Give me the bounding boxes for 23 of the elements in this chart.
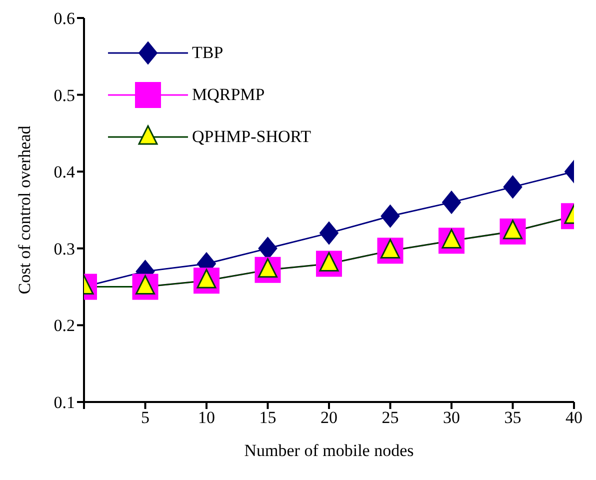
y-tick-label: 0.3 <box>54 239 75 258</box>
x-tick-label: 15 <box>259 408 276 428</box>
x-tick-label: 35 <box>504 408 522 428</box>
x-tick-label: 10 <box>198 408 215 428</box>
x-tick-label: 5 <box>141 408 150 428</box>
y-tick-label: 0.1 <box>54 393 75 412</box>
x-tick-label: 25 <box>382 408 399 428</box>
point <box>320 222 338 245</box>
point <box>503 175 522 198</box>
y-axis-title: Cost of control overhead <box>15 125 34 294</box>
y-tick-label: 0.4 <box>54 162 76 182</box>
point <box>380 204 400 228</box>
y-tick-label: 0.6 <box>54 9 75 28</box>
y-tick-label: 0.2 <box>54 316 75 336</box>
x-axis-title: Number of mobile nodes <box>244 441 414 460</box>
y-tick-label: 0.5 <box>54 86 75 105</box>
x-tick-label: 40 <box>566 408 582 428</box>
legend-label: MQRPMP <box>192 85 265 105</box>
legend-label: QPHMP-SHORT <box>192 127 311 147</box>
point <box>442 190 461 214</box>
x-tick-label: 30 <box>443 408 460 428</box>
x-tick-label: 20 <box>320 408 338 428</box>
legend-label: TBP <box>192 43 224 63</box>
